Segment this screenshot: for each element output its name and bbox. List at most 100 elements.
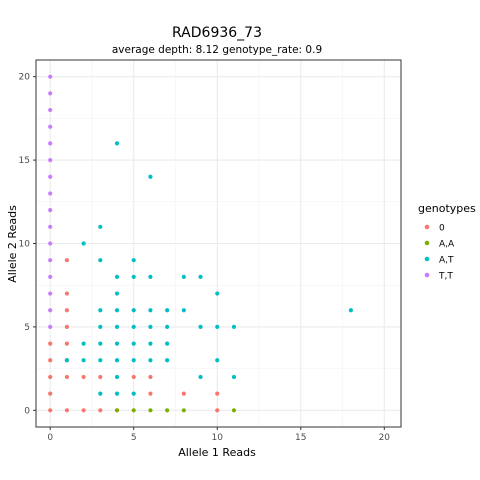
legend-label-zero: 0 [439,224,445,234]
data-point-at [148,174,153,179]
legend-title: genotypes [418,202,476,215]
legend-label-at: A,T [439,256,454,266]
data-point-at [215,358,220,363]
data-point-at [148,274,153,279]
data-point-at [114,291,120,296]
data-point-at [98,341,103,346]
legend-label-tt: T,T [438,272,453,282]
data-point-at [131,308,136,313]
data-point-at [98,324,103,330]
data-point-at [165,324,170,330]
data-point-at [348,308,353,313]
legend-key-zero [424,224,430,230]
y-tick-label: 0 [24,406,30,416]
data-point-zero [48,358,53,363]
data-point-aa [181,408,186,413]
data-point-tt [48,224,53,229]
data-point-at [165,341,170,346]
x-tick-label: 20 [379,433,391,443]
data-point-at [148,358,153,363]
data-point-tt [48,208,53,213]
data-point-aa [148,408,153,413]
plot-panel [35,59,402,428]
data-point-tt [48,174,53,179]
data-point-zero [48,408,53,413]
data-point-tt [48,191,53,196]
data-point-tt [48,274,53,279]
data-point-at [81,341,86,346]
data-point-zero [64,258,70,263]
data-point-at [81,358,86,363]
data-point-at [231,374,237,380]
data-point-tt [48,157,53,163]
chart-title: RAD6936_73 [172,25,262,41]
data-point-at [98,258,103,263]
legend: genotypes 0 A,A A,T T,T [418,202,476,282]
data-point-at [114,324,120,330]
data-point-tt [48,107,53,113]
data-point-at [131,258,136,263]
data-point-tt [48,258,53,263]
data-point-at [98,391,103,396]
data-point-tt [48,324,53,330]
data-point-zero [64,341,70,346]
data-point-zero [64,291,70,296]
y-tick-label: 10 [19,240,31,250]
data-point-zero [64,408,70,413]
data-point-zero [81,374,86,380]
data-point-at [215,324,220,330]
data-point-at [98,358,103,363]
data-point-at [131,274,136,279]
data-point-tt [48,308,53,313]
data-point-zero [64,324,70,330]
data-point-zero [98,374,103,380]
data-point-zero [215,391,220,396]
data-point-at [114,274,120,279]
x-tick-label: 0 [47,433,53,443]
data-point-aa [231,408,237,413]
data-point-at [114,308,120,313]
data-point-zero [64,374,70,380]
data-point-zero [98,408,103,413]
data-point-tt [48,291,53,296]
data-point-at [148,324,153,330]
legend-items: 0 A,A A,T T,T [424,224,455,282]
y-axis: 0 5 10 15 20 [19,73,36,416]
data-point-at [114,374,120,380]
data-point-at [165,358,170,363]
data-point-zero [81,408,86,413]
data-point-at [148,341,153,346]
data-point-at [181,308,186,313]
data-point-aa [165,408,170,413]
data-point-zero [48,341,53,346]
data-point-at [198,274,203,279]
data-point-at [131,341,136,346]
data-point-at [198,324,203,330]
data-point-at [198,374,203,380]
x-axis-label: Allele 1 Reads [178,446,256,459]
x-tick-label: 15 [295,433,306,443]
data-point-at [231,324,237,330]
data-point-zero [48,374,53,380]
data-point-at [98,224,103,229]
data-point-tt [48,241,53,246]
data-point-at [131,324,136,330]
major-gridlines [36,60,401,427]
legend-key-tt [424,272,430,278]
data-point-zero [148,391,153,396]
data-points [48,74,353,413]
data-point-at [148,308,153,313]
x-axis: 0 5 10 15 20 [47,427,390,443]
data-point-zero [48,391,53,396]
data-point-at [81,241,86,246]
x-tick-label: 10 [212,433,224,443]
data-point-tt [48,91,53,96]
data-point-at [114,358,120,363]
data-point-tt [48,124,53,129]
chart-subtitle: average depth: 8.12 genotype_rate: 0.9 [112,44,322,56]
legend-key-at [424,256,430,262]
data-point-zero [215,408,220,413]
y-axis-label: Allele 2 Reads [6,205,19,283]
data-point-zero [148,374,153,380]
